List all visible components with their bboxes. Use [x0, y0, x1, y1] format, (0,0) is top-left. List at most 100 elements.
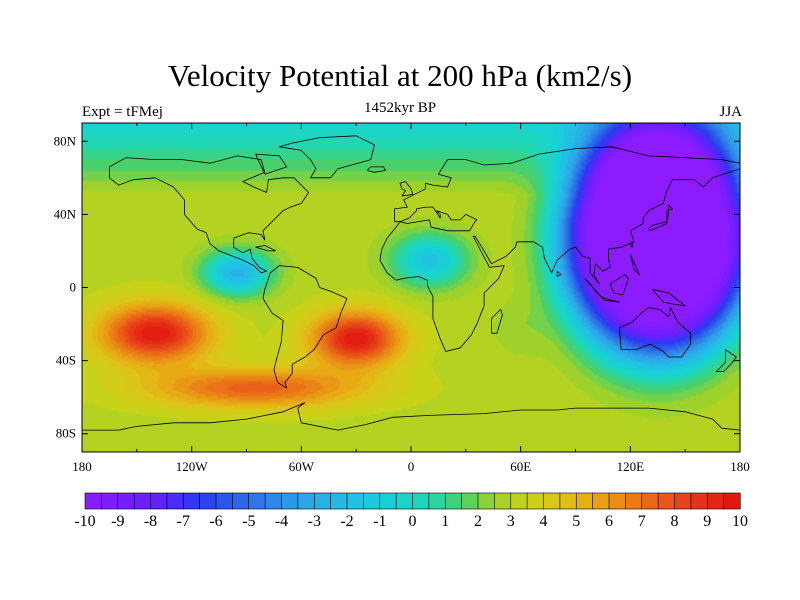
- colorbar-label: 9: [703, 513, 711, 530]
- colorbar-box: [641, 492, 659, 510]
- colorbar-label: 8: [671, 513, 679, 530]
- colorbar-label: 0: [409, 513, 417, 530]
- colorbar-label: 5: [572, 513, 580, 530]
- colorbar-box: [412, 492, 430, 510]
- colorbar-label: 2: [474, 513, 482, 530]
- colorbar-box: [330, 492, 348, 510]
- colorbar-box: [608, 492, 626, 510]
- colorbar-box: [166, 492, 184, 510]
- coastline-cuba: [255, 245, 277, 252]
- colorbar-box: [477, 492, 495, 510]
- x-tick-label: 180: [730, 459, 750, 474]
- colorbar-box: [248, 492, 266, 510]
- colorbar-box: [379, 492, 397, 510]
- colorbar-box: [117, 492, 135, 510]
- colorbar-box: [444, 492, 463, 510]
- coastline-australia: [619, 307, 691, 358]
- colorbar-box: [395, 492, 414, 510]
- colorbar-label: 1: [441, 513, 449, 530]
- colorbar-box: [494, 492, 512, 510]
- coastline-sri-lanka: [556, 270, 562, 277]
- colorbar-box: [346, 492, 364, 510]
- colorbar-box: [559, 492, 577, 510]
- x-tick-label: 0: [408, 459, 415, 474]
- coastline-new-zealand: [715, 349, 737, 373]
- colorbar-box: [133, 492, 152, 510]
- colorbar-label: -5: [242, 513, 255, 530]
- colorbar-label: 10: [732, 513, 748, 530]
- colorbar-box: [363, 492, 381, 510]
- colorbar-box: [297, 492, 315, 510]
- coastlines: [82, 135, 740, 431]
- colorbar-box: [690, 492, 708, 510]
- colorbar-box: [199, 492, 217, 510]
- colorbar-label: -4: [275, 513, 288, 530]
- colorbar-label: -8: [144, 513, 157, 530]
- colorbar-label: -1: [373, 513, 386, 530]
- colorbar: -10 -9 -8 -7 -6 -5 -4 -3 -2 -1 0 1 2 3 4 5 6 7 8 9 10: [74, 492, 748, 530]
- colorbar-box: [215, 492, 233, 510]
- colorbar-box: [706, 492, 725, 510]
- colorbar-box: [575, 492, 594, 510]
- colorbar-box: [723, 492, 741, 510]
- colorbar-box: [674, 492, 692, 510]
- colorbar-box: [526, 492, 545, 510]
- coastline-iceland: [366, 166, 386, 173]
- experiment-label: Expt = tFMej: [82, 104, 163, 120]
- colorbar-box: [182, 492, 201, 510]
- coastline-philippines: [629, 254, 640, 276]
- y-tick-label: 40N: [54, 206, 77, 221]
- y-tick-label: 40S: [56, 353, 76, 368]
- season-label: JJA: [719, 104, 742, 120]
- period-label: 1452kyr BP: [363, 100, 437, 116]
- colorbar-box: [232, 492, 250, 510]
- colorbar-box: [510, 492, 528, 510]
- coastline-japan: [648, 204, 673, 232]
- colorbar-label: -6: [209, 513, 222, 530]
- colorbar-box: [543, 492, 561, 510]
- x-tick-label: 120W: [176, 459, 209, 474]
- colorbar-label: -3: [308, 513, 321, 530]
- x-tick-label: 60E: [510, 459, 531, 474]
- colorbar-label: -2: [340, 513, 353, 530]
- colorbar-box: [428, 492, 446, 510]
- chart-title: Velocity Potential at 200 hPa (km2/s): [167, 58, 633, 93]
- coastline-borneo: [609, 274, 629, 296]
- colorbar-label: -10: [74, 513, 95, 530]
- colorbar-label: -9: [111, 513, 124, 530]
- colorbar-label: 3: [507, 513, 515, 530]
- coastline-british-isles: [399, 181, 414, 197]
- x-tick-label: 180: [72, 459, 92, 474]
- colorbar-label: 7: [638, 513, 646, 530]
- coastline-antarctica: [82, 402, 740, 431]
- coastline-taiwan: [629, 241, 633, 248]
- colorbar-box: [592, 492, 610, 510]
- axis-ticks: 180 120W 60W 0 60E 120E 180 80N 40N 0 40S 80S: [54, 123, 750, 474]
- coastline-madagascar: [490, 308, 503, 334]
- colorbar-label: 4: [540, 513, 548, 530]
- coastline-baffin-island: [255, 153, 288, 175]
- y-tick-label: 80N: [54, 133, 77, 148]
- velocity-potential-field: [82, 123, 740, 452]
- x-tick-label: 60W: [289, 459, 315, 474]
- colorbar-box: [625, 492, 643, 510]
- coastline-eurasia-africa: [379, 146, 740, 352]
- coastline-greenland: [278, 135, 375, 179]
- colorbar-box: [281, 492, 299, 510]
- colorbar-label: -7: [177, 513, 190, 530]
- coastline-north-america: [109, 155, 310, 274]
- colorbar-box: [84, 492, 102, 510]
- coastline-new-guinea: [651, 288, 686, 307]
- x-tick-label: 120E: [617, 459, 645, 474]
- colorbar-box: [461, 492, 479, 510]
- coastline-south-america: [262, 265, 348, 389]
- colorbar-box: [657, 492, 676, 510]
- colorbar-box: [150, 492, 168, 510]
- colorbar-box: [264, 492, 283, 510]
- y-tick-label: 0: [70, 280, 77, 295]
- colorbar-box: [101, 492, 119, 510]
- coastline-sumatra-java: [584, 278, 620, 303]
- colorbar-label: 6: [605, 513, 613, 530]
- y-tick-label: 80S: [56, 426, 76, 441]
